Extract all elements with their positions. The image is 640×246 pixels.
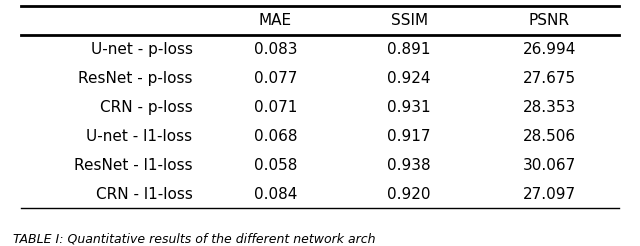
Text: TABLE I: Quantitative results of the different network arch: TABLE I: Quantitative results of the dif…: [13, 233, 375, 246]
